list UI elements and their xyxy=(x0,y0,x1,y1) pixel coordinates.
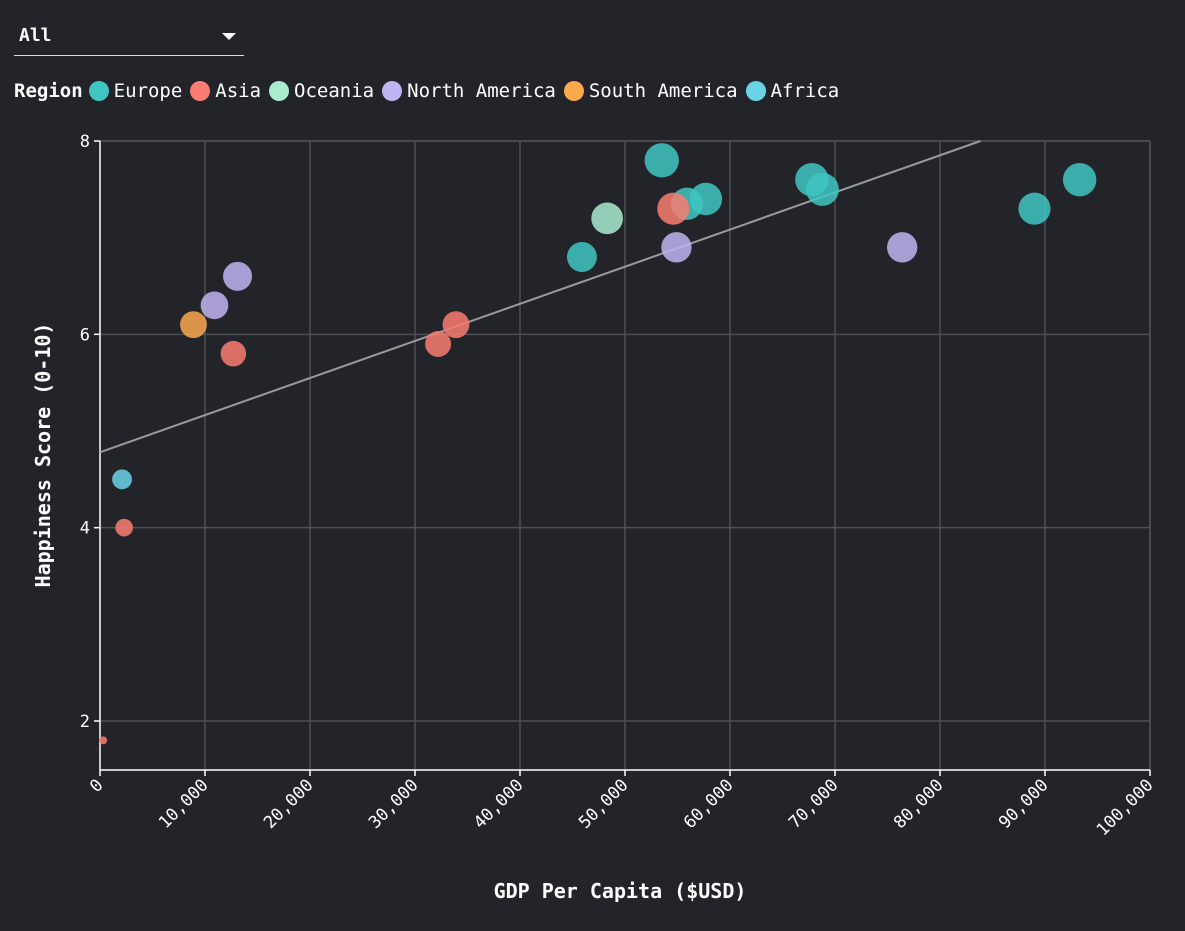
legend-label: Asia xyxy=(215,80,262,102)
x-tick-label: 50,000 xyxy=(575,775,633,833)
legend-item-oceania[interactable]: Oceania xyxy=(269,80,374,102)
x-tick-label: 90,000 xyxy=(995,775,1053,833)
region-filter-dropdown[interactable]: All xyxy=(14,22,244,56)
legend-item-south-america[interactable]: South America xyxy=(563,80,738,102)
x-tick-label: 20,000 xyxy=(260,775,318,833)
legend-swatch xyxy=(88,81,109,101)
data-point-north-america xyxy=(661,232,692,263)
legend-swatch xyxy=(190,81,211,101)
x-tick-label: 10,000 xyxy=(155,775,213,833)
legend-title: Region xyxy=(14,80,83,102)
legend-swatch xyxy=(269,81,290,101)
x-tick-label: 60,000 xyxy=(680,775,738,833)
legend-item-asia[interactable]: Asia xyxy=(190,80,261,102)
data-point-north-america xyxy=(223,261,253,291)
data-point-europe xyxy=(644,143,679,178)
data-point-asia xyxy=(99,736,108,745)
data-point-europe xyxy=(689,182,723,216)
legend-label: South America xyxy=(588,80,738,102)
data-point-asia xyxy=(442,311,470,339)
x-tick-label: 40,000 xyxy=(470,775,528,833)
x-tick-label: 30,000 xyxy=(365,775,423,833)
data-point-asia xyxy=(115,518,133,537)
y-tick-label: 8 xyxy=(80,132,90,152)
legend-label: Europe xyxy=(113,80,183,102)
x-tick-label: 0 xyxy=(86,775,107,796)
data-point-north-america xyxy=(200,291,229,320)
legend-label: Africa xyxy=(770,80,840,102)
data-point-asia xyxy=(425,331,452,357)
data-point-africa xyxy=(112,469,132,490)
dropdown-value: All xyxy=(19,25,52,46)
data-point-asia xyxy=(220,340,247,367)
trend-line xyxy=(99,140,981,454)
data-point-europe xyxy=(566,242,597,272)
y-tick-label: 6 xyxy=(80,325,90,345)
legend-item-north-america[interactable]: North America xyxy=(382,80,556,102)
legend-swatch xyxy=(745,81,766,101)
data-point-europe xyxy=(1062,162,1097,197)
data-point-oceania xyxy=(591,202,623,235)
legend-label: North America xyxy=(407,80,556,102)
x-axis-label: GDP Per Capita ($USD) xyxy=(494,879,747,903)
x-tick-label: 80,000 xyxy=(890,775,948,833)
legend-label: Oceania xyxy=(294,80,375,102)
legend-swatch xyxy=(382,81,403,101)
data-point-europe xyxy=(805,172,839,206)
caret-down-icon xyxy=(222,33,236,40)
x-tick-label: 100,000 xyxy=(1093,775,1158,840)
y-axis-label: Happiness Score (0-10) xyxy=(31,323,55,588)
y-tick-label: 2 xyxy=(80,712,90,732)
y-tick-label: 4 xyxy=(80,519,90,539)
legend: Region Europe Asia Oceania North America Sou… xyxy=(14,80,847,102)
data-point-south-america xyxy=(180,311,207,339)
data-point-europe xyxy=(1018,192,1051,225)
data-point-north-america xyxy=(887,232,918,263)
legend-swatch xyxy=(563,81,584,101)
legend-item-europe[interactable]: Europe xyxy=(88,80,183,102)
data-point-asia xyxy=(657,192,690,225)
legend-item-africa[interactable]: Africa xyxy=(745,80,840,102)
x-tick-label: 70,000 xyxy=(785,775,843,833)
